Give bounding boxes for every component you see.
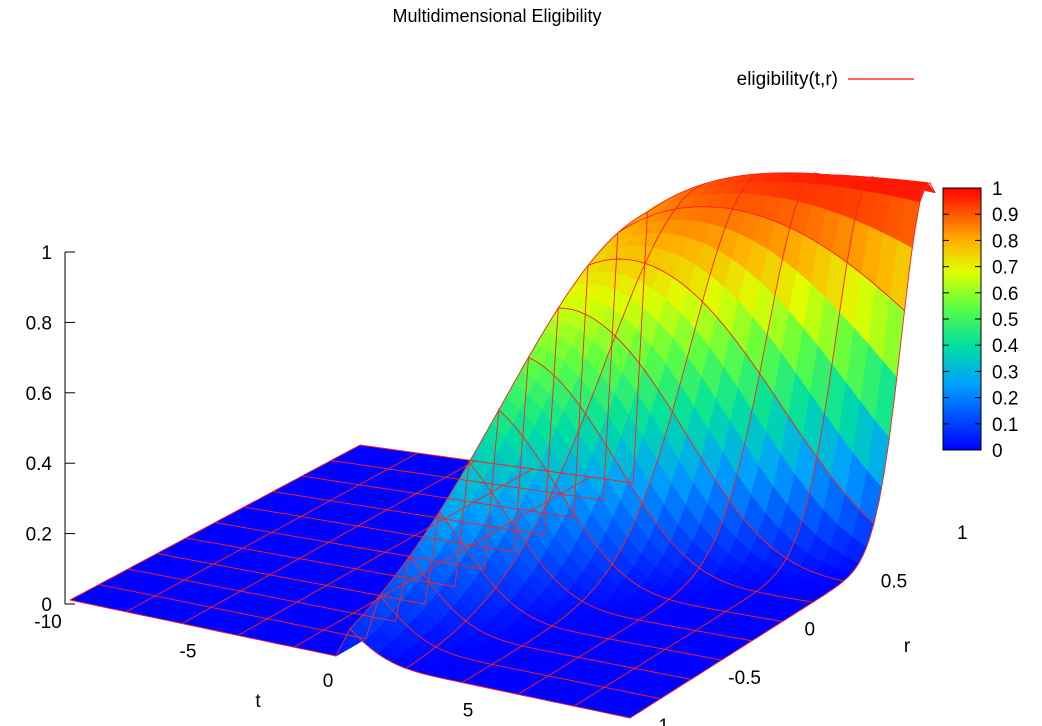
colorbar-tick-label: 0.8 [992, 231, 1018, 252]
z-tick-label: 0.4 [26, 454, 53, 475]
r-axis: -1 -0.5 0 0.5 1 [652, 523, 968, 726]
z-tick-label: 1 [41, 243, 52, 264]
r-tick-label: 1 [957, 523, 968, 544]
t-tick-label: 0 [323, 671, 334, 692]
colorbar-tick-label: 0.4 [992, 336, 1019, 357]
legend-label: eligibility(t,r) [737, 69, 838, 90]
colorbar-tick-label: 1 [992, 179, 1003, 200]
t-axis-label: t [255, 691, 261, 712]
colorbar-tick-label: 0 [992, 441, 1003, 462]
t-tick-label: 5 [463, 701, 474, 722]
mesh-line-r [69, 599, 631, 719]
z-tick-label: 0.2 [26, 525, 52, 546]
mesh-line-r [301, 258, 875, 524]
colorbar-tick-label: 0.3 [992, 362, 1018, 383]
surface-mesh [69, 172, 936, 719]
mesh-line-r [359, 172, 936, 484]
z-tick-label: 0.8 [26, 313, 52, 334]
r-tick-label: 0.5 [881, 571, 907, 592]
t-axis: -10-50510 [34, 612, 474, 722]
colorbar: 0 0.1 0.2 0.3 0.4 0.5 0.6 0.7 0.8 0.9 1 [942, 179, 1019, 462]
t-tick-label: -10 [34, 612, 61, 633]
colorbar-tick-label: 0.5 [992, 310, 1018, 331]
z-axis: 0 0.2 0.4 0.6 0.8 1 [26, 243, 75, 616]
mesh-line-r [185, 461, 753, 642]
r-tick-label: -0.5 [728, 668, 761, 689]
r-tick-label: 0 [805, 620, 816, 641]
mesh-line-r [214, 409, 783, 622]
mesh-line-r [156, 510, 722, 661]
colorbar-tick-label: 0.6 [992, 284, 1018, 305]
colorbar-tick-label: 0.9 [992, 205, 1018, 226]
r-axis-label: r [904, 636, 911, 657]
colorbar-tick-label: 0.1 [992, 415, 1018, 436]
r-tick-label: -1 [652, 716, 669, 726]
z-tick-label: 0.6 [26, 384, 52, 405]
chart-title: Multidimensional Eligibility [392, 6, 601, 26]
mesh-line-r [272, 307, 844, 582]
mesh-line-r [330, 206, 905, 501]
t-tick-label: -5 [180, 642, 197, 663]
colorbar-tick-label: 0.2 [992, 389, 1018, 410]
mesh-line-r [243, 356, 814, 603]
colorbar-tick-label: 0.7 [992, 258, 1018, 279]
z-tick-label: 0 [41, 595, 52, 616]
